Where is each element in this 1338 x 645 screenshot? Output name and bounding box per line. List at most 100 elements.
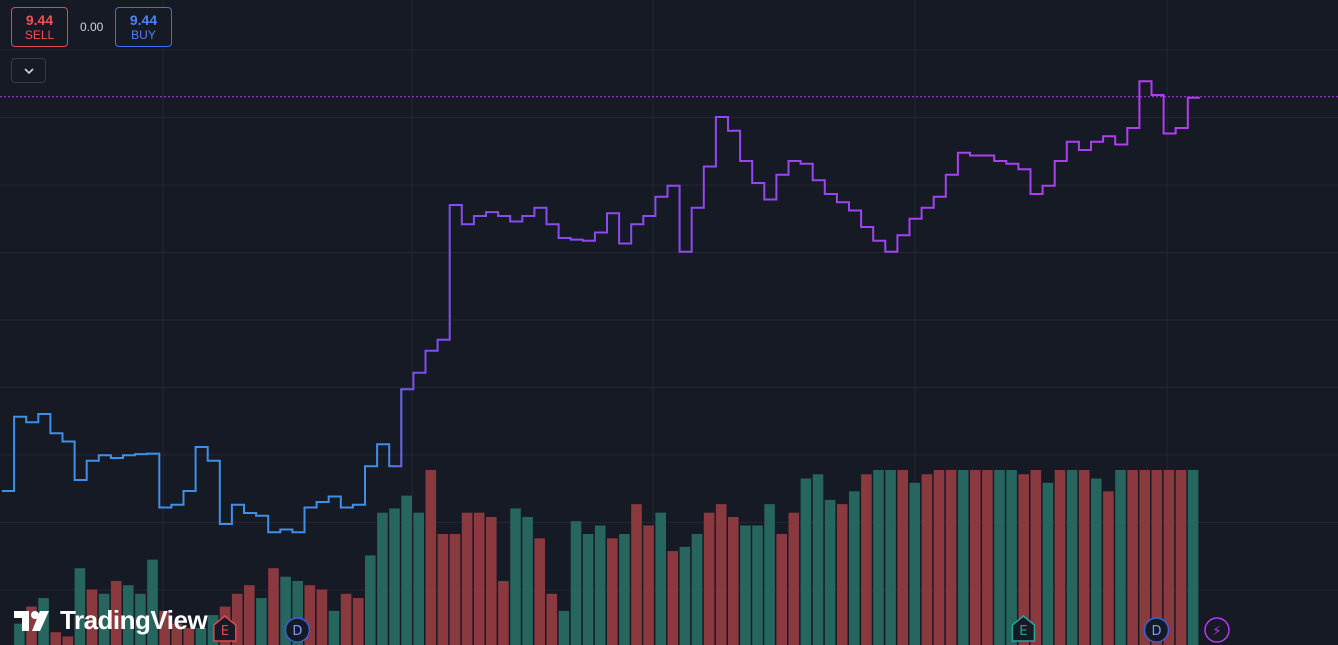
volume-bar [1175,470,1187,645]
buy-button[interactable]: 9.44 BUY [115,7,172,47]
volume-bar [171,623,182,645]
volume-bar [570,521,582,645]
volume-bar [1018,474,1029,645]
collapse-button[interactable] [11,58,46,83]
volume-bar [1151,470,1163,645]
volume-bar [147,559,158,645]
volume-bar [473,512,485,645]
tradingview-logo-icon [14,610,49,631]
sell-label: SELL [24,28,55,42]
volume-bar [715,504,727,645]
volume-bar [328,610,340,645]
volume-bar [389,508,400,645]
volume-bar [982,470,993,645]
volume-bar [425,470,437,645]
volume-bar [365,555,376,645]
volume-bars [14,470,1199,645]
volume-bar [1187,470,1199,645]
volume-bar [1115,470,1126,645]
event-marker-label: ⚡ [1212,624,1221,639]
sell-button[interactable]: 9.44 SELL [11,7,68,47]
volume-bar [1066,470,1078,645]
volume-bar [1091,478,1102,645]
volume-bar [26,606,37,645]
volume-bar [945,470,957,645]
volume-bar [522,516,533,645]
volume-bar [933,470,945,645]
buy-price: 9.44 [129,12,158,28]
volume-bar [824,499,836,645]
volume-bar [195,627,207,645]
chevron-down-icon [23,67,34,74]
volume-bar [449,534,461,645]
volume-bar [631,504,642,645]
volume-bar [897,470,908,645]
event-marker-split[interactable]: ⚡ [1204,617,1230,643]
volume-bar [50,632,61,645]
event-marker-shape [284,617,311,643]
event-marker-dividend[interactable]: D [1143,617,1170,643]
volume-bar [1163,470,1175,645]
volume-bar [703,512,715,645]
volume-bar [776,534,787,645]
volume-bar [558,610,570,645]
spread-value: 0.00 [80,20,104,34]
volume-bar [655,512,666,645]
volume-bar [619,534,630,645]
event-markers[interactable]: E D E D ⚡ [213,615,1230,643]
event-marker-earnings-up[interactable]: E [1011,615,1036,642]
volume-bar [607,538,618,645]
volume-bar [401,495,412,645]
volume-bar [159,610,170,645]
volume-bar [752,525,763,645]
volume-bar [461,512,473,645]
volume-bar [1103,491,1114,645]
volume-bar [740,525,751,645]
volume-bar [957,470,969,645]
volume-bar [1139,470,1150,645]
volume-bar [183,627,195,645]
volume-bar [800,478,812,645]
volume-bar [849,491,860,645]
volume-bar [268,568,279,645]
volume-bar [98,593,110,645]
volume-bar [437,534,449,645]
volume-bar [1030,470,1042,645]
event-marker-shape [1011,615,1036,642]
volume-bar [873,470,884,645]
volume-bar [970,470,981,645]
volume-bar [135,593,146,645]
volume-bar [340,593,352,645]
event-marker-shape [213,615,237,642]
price-series-line [2,80,1200,534]
volume-bar [994,470,1005,645]
volume-bar [14,623,25,645]
volume-bar [836,504,848,645]
volume-bar [861,474,872,645]
volume-bar [1006,470,1017,645]
volume-bar [207,615,219,645]
logo-text: TradingView [60,605,208,635]
volume-bar [74,568,86,645]
volume-bar [643,525,654,645]
event-marker-dividend[interactable]: D [284,617,311,643]
volume-bar [594,525,606,645]
volume-bar [534,538,545,645]
event-marker-shape [1143,617,1170,643]
volume-bar [486,516,497,645]
volume-bar [280,576,291,645]
volume-bar [788,512,800,645]
volume-bar [231,593,243,645]
volume-bar [110,580,122,645]
volume-bar [1127,470,1138,645]
volume-bar [316,589,328,645]
volume-bar [292,580,303,645]
volume-bar [256,598,267,645]
event-marker-label: E [1019,624,1027,639]
tradingview-logo[interactable]: TradingView [14,605,208,636]
event-marker-earnings-down[interactable]: E [213,615,237,642]
volume-bar [1054,470,1066,645]
event-marker-label: D [292,624,302,639]
volume-bar [1042,482,1054,645]
